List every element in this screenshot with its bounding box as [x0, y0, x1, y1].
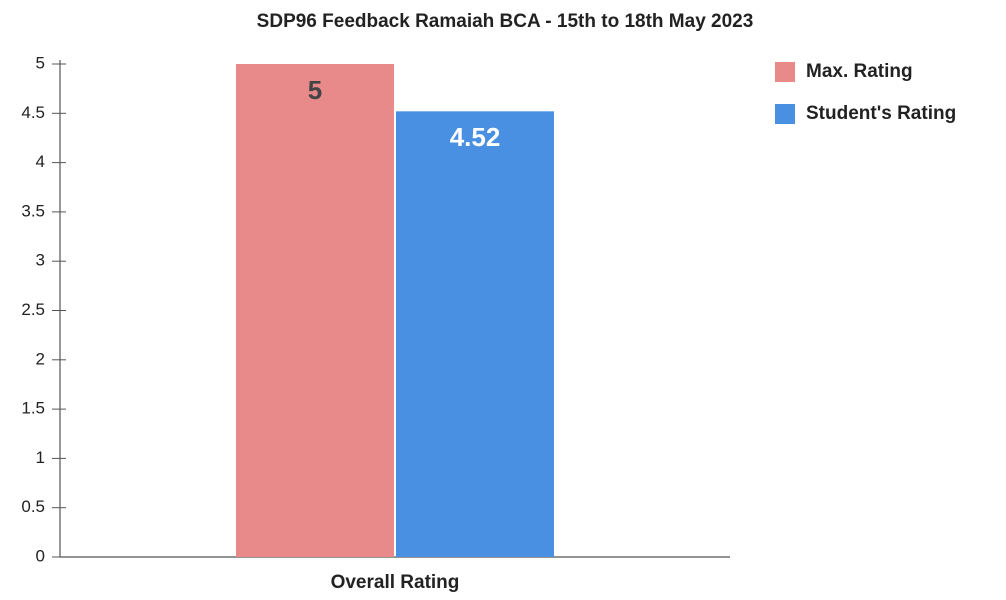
y-tick-label: 2 [36, 349, 45, 368]
y-tick-label: 1.5 [21, 399, 45, 418]
data-label: 5 [308, 75, 322, 105]
legend-swatch [775, 104, 795, 124]
y-tick-label: 2.5 [21, 300, 45, 319]
chart-title: SDP96 Feedback Ramaiah BCA - 15th to 18t… [257, 11, 754, 32]
y-tick-label: 4.5 [21, 103, 45, 122]
legend-swatch [775, 62, 795, 82]
legend-label: Student's Rating [806, 103, 956, 124]
y-tick-label: 0.5 [21, 497, 45, 516]
data-label: 4.52 [450, 122, 501, 152]
bar [396, 111, 554, 557]
x-tick-label: Overall Rating [331, 572, 460, 593]
y-tick-label: 3.5 [21, 201, 45, 220]
y-tick-label: 3 [36, 251, 45, 270]
bar [236, 64, 394, 557]
legend-label: Max. Rating [806, 61, 913, 82]
y-tick-label: 5 [36, 53, 45, 72]
y-tick-label: 1 [36, 448, 45, 467]
y-tick-label: 0 [36, 546, 45, 565]
y-tick-label: 4 [36, 152, 45, 171]
